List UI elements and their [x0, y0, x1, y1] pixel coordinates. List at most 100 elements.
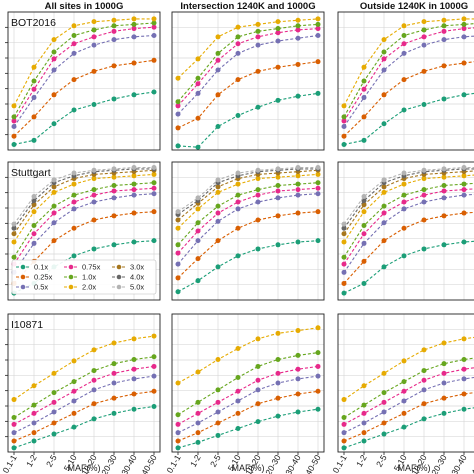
x-axis-label: MAF(%) [398, 463, 431, 473]
data-point-0.1x [195, 439, 201, 445]
data-point-3.0x [341, 231, 347, 237]
x-tick-label: 1-2 [354, 453, 369, 469]
data-point-1.0x [91, 27, 97, 33]
data-point-5.0x [131, 165, 137, 171]
data-point-0.1x [91, 101, 97, 107]
data-point-2.0x [315, 171, 321, 177]
data-point-0.25x [71, 225, 77, 231]
data-point-1.0x [195, 75, 201, 81]
x-tick-label: 0.1-1 [330, 453, 348, 474]
data-point-0.75x [361, 231, 367, 237]
data-point-0.75x [111, 370, 117, 376]
data-point-0.25x [235, 225, 241, 231]
data-point-0.1x [361, 137, 367, 143]
row-title-1: Stuttgart [11, 167, 51, 179]
data-point-0.75x [151, 24, 157, 30]
data-point-0.25x [235, 410, 241, 416]
panel-frame [337, 161, 474, 301]
data-point-2.0x [11, 397, 17, 403]
data-point-0.5x [215, 218, 221, 224]
data-point-5.0x [275, 166, 281, 172]
data-point-0.5x [11, 124, 17, 130]
data-point-0.75x [195, 81, 201, 87]
data-point-0.75x [315, 363, 321, 369]
data-point-0.75x [131, 187, 137, 193]
series-line-1.0x [13, 182, 155, 258]
data-point-1.0x [255, 28, 261, 34]
panel-background [172, 314, 324, 452]
series-line-1.0x [13, 356, 155, 418]
data-point-0.25x [461, 210, 467, 216]
series-line-1.0x [177, 352, 319, 416]
data-point-0.25x [401, 225, 407, 231]
data-point-0.25x [275, 64, 281, 70]
legend-label: 1.0x [82, 273, 96, 282]
data-point-0.5x [71, 206, 77, 212]
data-point-1.0x [315, 180, 321, 186]
data-point-2.0x [275, 19, 281, 25]
data-point-1.0x [131, 181, 137, 187]
data-point-0.5x [275, 38, 281, 44]
data-point-2.0x [151, 171, 157, 177]
data-point-0.5x [441, 37, 447, 43]
data-point-0.75x [421, 192, 427, 198]
data-point-2.0x [215, 34, 221, 40]
data-point-0.1x [255, 104, 261, 110]
panel-r1-c1 [171, 161, 325, 301]
data-point-0.1x [461, 239, 467, 245]
data-point-0.75x [11, 421, 17, 427]
series-line-0.25x [13, 211, 155, 284]
panel-frame [7, 313, 161, 453]
data-point-0.1x [175, 445, 181, 451]
data-point-1.0x [361, 402, 367, 408]
data-point-0.1x [381, 431, 387, 437]
data-point-0.25x [255, 217, 261, 223]
series-line-3.0x [13, 169, 155, 235]
data-point-0.75x [175, 250, 181, 256]
data-point-0.75x [381, 210, 387, 216]
legend-marker [68, 274, 74, 280]
panel-background [8, 314, 160, 452]
x-axis-label: MAF(%) [232, 463, 265, 473]
series-line-4.0x [177, 168, 318, 215]
data-point-0.25x [111, 63, 117, 69]
data-point-0.5x [361, 95, 367, 101]
data-point-0.75x [91, 377, 97, 383]
data-point-1.0x [195, 220, 201, 226]
data-point-0.75x [341, 118, 347, 124]
data-point-5.0x [401, 170, 407, 176]
data-point-0.75x [401, 388, 407, 394]
column-title-2: Outside 1240K in 1000G [360, 1, 468, 12]
data-point-0.25x [131, 391, 137, 397]
data-point-0.75x [275, 370, 281, 376]
series-line-0.1x [13, 91, 155, 146]
legend-label: 5.0x [130, 283, 144, 292]
data-point-1.0x [315, 350, 321, 356]
data-point-1.0x [151, 354, 157, 360]
data-point-1.0x [421, 368, 427, 374]
data-point-5.0x [195, 195, 201, 201]
data-point-0.75x [151, 185, 157, 191]
data-point-0.25x [31, 114, 37, 120]
data-point-0.5x [341, 269, 347, 275]
data-point-0.1x [175, 289, 181, 295]
data-point-5.0x [441, 166, 447, 172]
series-line-0.1x [177, 240, 319, 293]
panel-frame [171, 161, 325, 301]
data-point-0.25x [91, 217, 97, 223]
data-point-2.0x [341, 397, 347, 403]
data-point-3.0x [381, 184, 387, 190]
series-line-0.25x [177, 211, 319, 279]
series-line-0.5x [343, 376, 474, 434]
data-point-2.0x [275, 174, 281, 180]
series-line-0.5x [13, 375, 155, 434]
row-title-0: BOT2016 [11, 17, 56, 29]
data-point-0.1x [275, 413, 281, 419]
series-line-3.0x [343, 170, 474, 235]
data-point-0.25x [195, 256, 201, 262]
series-line-2.0x [343, 174, 474, 243]
data-point-1.0x [51, 49, 57, 55]
data-point-0.25x [361, 258, 367, 264]
data-point-2.0x [51, 37, 57, 43]
data-point-0.1x [51, 121, 57, 127]
